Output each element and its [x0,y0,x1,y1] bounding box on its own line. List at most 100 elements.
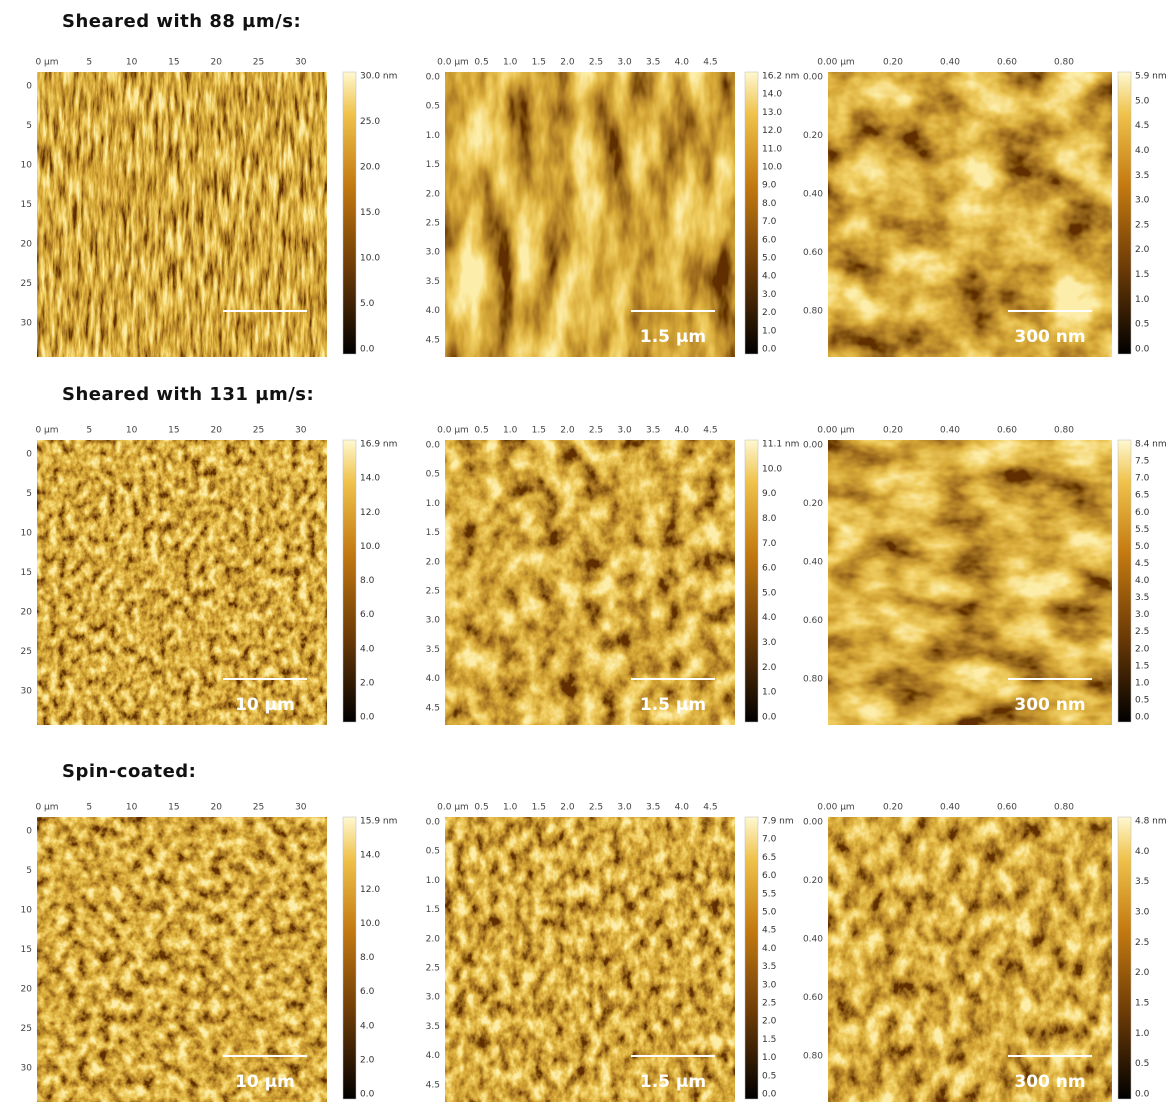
y-tick-label: 20 [21,608,33,618]
row-title: Sheared with 131 µm/s: [62,384,314,405]
colorbar-label: 3.0 [762,980,777,990]
colorbar-label: 0.0 [1135,1090,1150,1100]
x-tick-label: 1.0 [503,803,518,813]
colorbar-label: 1.5 [1135,270,1149,280]
colorbar-label: 12.0 [762,126,782,136]
colorbar-label: 6.0 [762,564,777,574]
colorbar-label: 20.0 [360,163,380,173]
colorbar-label: 6.0 [762,871,777,881]
x-tick-label: 4.0 [675,803,690,813]
x-tick-label: 4.0 [675,58,690,68]
colorbar-label: 3.0 [1135,610,1150,620]
x-tick-label: 2.0 [560,58,575,68]
afm-image [445,72,735,357]
colorbar-label: 6.5 [1135,491,1149,501]
x-tick-label: 25 [253,58,264,68]
afm-image [445,817,735,1102]
y-tick-label: 3.0 [426,248,441,258]
y-tick-label: 0 [26,450,32,460]
colorbar-label: 2.5 [1135,220,1149,230]
x-tick-label: 4.5 [703,58,717,68]
x-tick-label: 0.00 µm [817,803,854,813]
x-tick-label: 0.60 [997,58,1017,68]
colorbar-label: 10.0 [762,464,782,474]
y-tick-label: 4.0 [426,306,441,316]
y-tick-label: 0.0 [426,818,441,828]
x-tick-label: 15 [168,803,179,813]
colorbar [1118,72,1131,354]
y-tick-label: 0.20 [803,131,823,141]
colorbar [343,440,356,722]
colorbar-label: 5.5 [1135,525,1149,535]
figure: Sheared with 88 µm/s:0 µm510152025300510… [0,0,1173,1106]
x-tick-label: 2.0 [560,426,575,436]
colorbar-label: 7.0 [762,835,777,845]
x-tick-label: 0 µm [35,58,58,68]
y-tick-label: 0.40 [803,935,823,945]
y-tick-label: 0.60 [803,248,823,258]
colorbar-label: 6.0 [762,235,777,245]
x-tick-label: 0.60 [997,803,1017,813]
colorbar-label: 6.0 [360,610,375,620]
scale-bar-label: 1.5 µm [640,695,706,715]
colorbar-label: 14.0 [360,474,380,484]
x-tick-label: 15 [168,426,179,436]
x-tick-label: 1.0 [503,58,518,68]
x-tick-label: 0.80 [1054,803,1074,813]
x-tick-label: 10 [126,426,138,436]
colorbar-label: 8.0 [762,199,777,209]
x-tick-label: 3.0 [617,426,632,436]
y-tick-label: 2.0 [426,934,441,944]
y-tick-label: 1.0 [426,131,441,141]
y-tick-label: 4.0 [426,674,441,684]
colorbar-label: 4.0 [762,613,777,623]
colorbar-label: 1.0 [762,1053,777,1063]
x-tick-label: 2.5 [589,58,603,68]
colorbar-label: 10.0 [360,254,380,264]
colorbar-label: 9.0 [762,181,777,191]
colorbar-label: 1.0 [1135,678,1150,688]
scale-bar-label: 300 nm [1014,1072,1085,1092]
x-tick-label: 0.00 µm [817,58,854,68]
colorbar-label: 1.0 [1135,295,1150,305]
afm-image [37,72,327,357]
colorbar-label: 11.0 [762,144,782,154]
colorbar-label: 4.5 [762,926,776,936]
x-tick-label: 0.40 [940,803,960,813]
x-tick-label: 30 [295,803,307,813]
x-tick-label: 0.00 µm [817,426,854,436]
colorbar [1118,817,1131,1099]
y-tick-label: 0.80 [803,675,823,685]
x-tick-label: 0.20 [883,426,903,436]
x-tick-label: 0.40 [940,426,960,436]
colorbar-label: 4.0 [1135,576,1150,586]
x-tick-label: 20 [210,58,222,68]
colorbar-label: 2.0 [1135,644,1150,654]
colorbar-label: 3.0 [1135,908,1150,918]
scale-bar-label: 10 µm [235,1072,295,1092]
colorbar-label: 1.0 [1135,1029,1150,1039]
x-tick-label: 2.0 [560,803,575,813]
colorbar-label: 0.0 [762,1090,777,1100]
y-tick-label: 0 [26,827,32,837]
y-tick-label: 10 [21,161,33,171]
x-tick-label: 1.5 [532,803,546,813]
colorbar-label: 3.0 [762,290,777,300]
colorbar-label: 3.5 [762,962,776,972]
colorbar-label: 30.0 nm [360,72,397,82]
colorbar-label: 4.0 [762,944,777,954]
colorbar-label: 7.5 [1135,457,1149,467]
colorbar-label: 0.0 [360,345,375,355]
colorbar-label: 14.0 [762,90,782,100]
y-tick-label: 0.60 [803,993,823,1003]
y-tick-label: 0.40 [803,558,823,568]
colorbar-label: 6.5 [762,853,776,863]
y-tick-label: 4.0 [426,1051,441,1061]
y-tick-label: 1.5 [426,528,440,538]
colorbar-label: 3.5 [1135,171,1149,181]
x-tick-label: 30 [295,426,307,436]
